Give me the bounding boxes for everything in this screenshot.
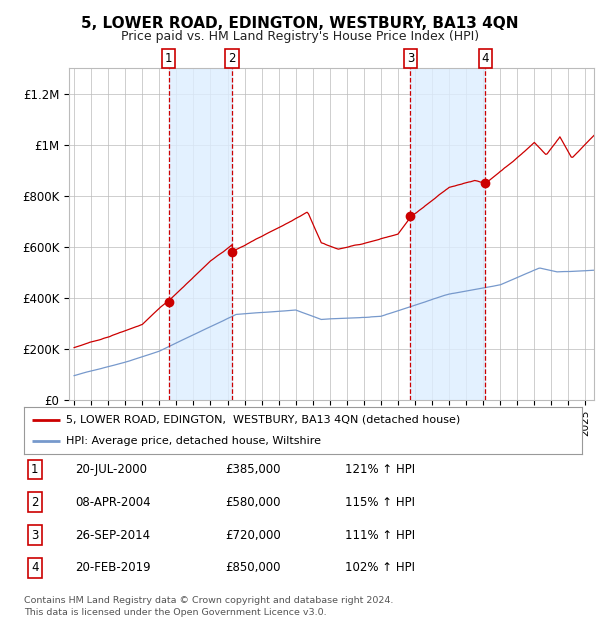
Text: 121% ↑ HPI: 121% ↑ HPI bbox=[345, 463, 415, 476]
Text: 26-SEP-2014: 26-SEP-2014 bbox=[75, 529, 150, 541]
Text: HPI: Average price, detached house, Wiltshire: HPI: Average price, detached house, Wilt… bbox=[66, 436, 321, 446]
Text: 2: 2 bbox=[31, 496, 38, 508]
Text: £720,000: £720,000 bbox=[225, 529, 281, 541]
Bar bbox=[169, 68, 232, 400]
Text: 1: 1 bbox=[31, 463, 38, 476]
Text: 3: 3 bbox=[31, 529, 38, 541]
Text: £385,000: £385,000 bbox=[225, 463, 281, 476]
Text: £580,000: £580,000 bbox=[225, 496, 281, 508]
Bar bbox=[410, 68, 485, 400]
Text: 3: 3 bbox=[407, 52, 414, 65]
Text: Price paid vs. HM Land Registry's House Price Index (HPI): Price paid vs. HM Land Registry's House … bbox=[121, 30, 479, 43]
Text: £850,000: £850,000 bbox=[225, 562, 281, 574]
Text: Contains HM Land Registry data © Crown copyright and database right 2024.
This d: Contains HM Land Registry data © Crown c… bbox=[24, 596, 394, 617]
Text: 111% ↑ HPI: 111% ↑ HPI bbox=[345, 529, 415, 541]
Text: 2: 2 bbox=[229, 52, 236, 65]
Text: 5, LOWER ROAD, EDINGTON,  WESTBURY, BA13 4QN (detached house): 5, LOWER ROAD, EDINGTON, WESTBURY, BA13 … bbox=[66, 415, 460, 425]
Text: 115% ↑ HPI: 115% ↑ HPI bbox=[345, 496, 415, 508]
Text: 20-FEB-2019: 20-FEB-2019 bbox=[75, 562, 151, 574]
Text: 4: 4 bbox=[31, 562, 38, 574]
Text: 1: 1 bbox=[165, 52, 172, 65]
Text: 08-APR-2004: 08-APR-2004 bbox=[75, 496, 151, 508]
Text: 4: 4 bbox=[482, 52, 489, 65]
Text: 5, LOWER ROAD, EDINGTON, WESTBURY, BA13 4QN: 5, LOWER ROAD, EDINGTON, WESTBURY, BA13 … bbox=[81, 16, 519, 30]
Text: 102% ↑ HPI: 102% ↑ HPI bbox=[345, 562, 415, 574]
Text: 20-JUL-2000: 20-JUL-2000 bbox=[75, 463, 147, 476]
